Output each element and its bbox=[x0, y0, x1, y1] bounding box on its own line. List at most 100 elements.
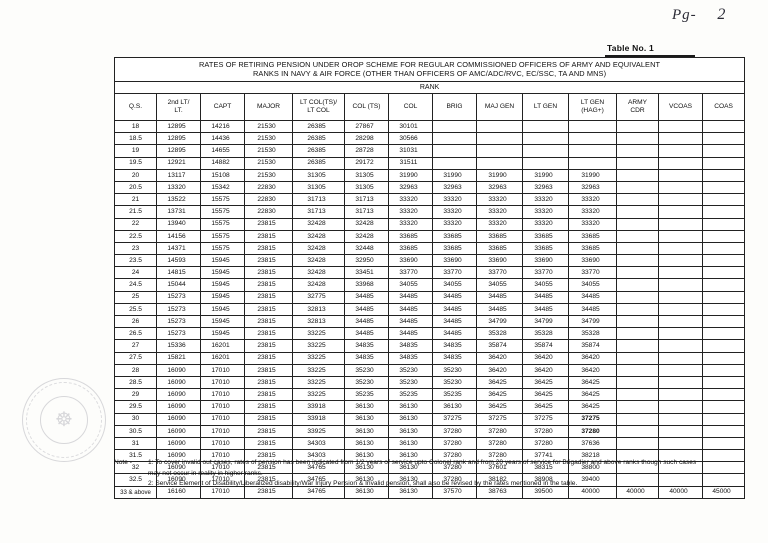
cell-value: 34485 bbox=[344, 327, 389, 341]
cell-empty bbox=[701, 375, 746, 390]
cell-empty bbox=[701, 217, 746, 231]
cell-value: 31990 bbox=[476, 168, 523, 182]
column-header-line-1: COL (TS) bbox=[352, 103, 381, 111]
cell-empty bbox=[616, 375, 659, 390]
cell-value: 13522 bbox=[156, 193, 201, 207]
cell-empty bbox=[616, 351, 659, 365]
cell-value: 32963 bbox=[476, 180, 523, 195]
cell-value: 31713 bbox=[344, 205, 389, 219]
cell-value: 36420 bbox=[568, 363, 617, 377]
cell-value: 35235 bbox=[432, 388, 477, 402]
seal-outer-ring bbox=[26, 382, 102, 458]
cell-value: 16201 bbox=[200, 339, 245, 353]
cell-qs: 21.5 bbox=[114, 205, 157, 219]
cell-empty bbox=[658, 156, 703, 170]
column-header-line-1: Q.S. bbox=[128, 103, 143, 111]
cell-qs: 26.5 bbox=[114, 327, 157, 341]
cell-value: 35230 bbox=[388, 375, 433, 390]
cell-empty bbox=[522, 120, 569, 134]
table-title-line-2: RANKS IN NAVY & AIR FORCE (OTHER THAN OF… bbox=[252, 68, 607, 78]
cell-value: 17010 bbox=[200, 436, 245, 451]
cell-value: 23815 bbox=[244, 315, 293, 329]
cell-empty bbox=[701, 205, 746, 219]
cell-empty bbox=[701, 461, 746, 475]
cell-value: 34303 bbox=[292, 436, 345, 451]
cell-value: 32813 bbox=[292, 315, 345, 329]
table-title-row: RATES OF RETIRING PENSION UNDER OROP SCH… bbox=[113, 56, 746, 83]
cell-value: 37280 bbox=[522, 436, 569, 451]
cell-value: 33685 bbox=[476, 241, 523, 256]
cell-qs: 22 bbox=[114, 217, 157, 231]
cell-empty bbox=[658, 290, 703, 304]
cell-empty bbox=[658, 278, 703, 292]
cell-value: 15575 bbox=[200, 205, 245, 219]
column-header-line-1: 2nd LT/ bbox=[167, 99, 190, 107]
cell-value: 31031 bbox=[388, 144, 433, 158]
cell-value: 31713 bbox=[292, 205, 345, 219]
cell-value: 34055 bbox=[476, 278, 523, 292]
column-header-line-1: COL bbox=[403, 103, 418, 111]
cell-empty bbox=[658, 132, 703, 146]
cell-value: 37280 bbox=[432, 436, 477, 451]
column-header-maj-gen: MAJ GEN bbox=[476, 93, 523, 122]
cell-value: 22830 bbox=[244, 193, 293, 207]
cell-empty bbox=[616, 156, 659, 170]
cell-value: 35328 bbox=[568, 327, 617, 341]
cell-value: 21530 bbox=[244, 156, 293, 170]
cell-value: 33770 bbox=[522, 266, 569, 280]
cell-value: 33320 bbox=[432, 205, 477, 219]
cell-empty bbox=[701, 193, 746, 207]
cell-value: 34835 bbox=[344, 339, 389, 353]
cell-value: 23815 bbox=[244, 485, 293, 499]
cell-empty bbox=[701, 266, 746, 280]
cell-value: 12895 bbox=[156, 132, 201, 146]
cell-value: 15342 bbox=[200, 180, 245, 195]
cell-value: 15945 bbox=[200, 254, 245, 268]
cell-value: 12921 bbox=[156, 156, 201, 170]
cell-value: 34485 bbox=[388, 315, 433, 329]
cell-value: 23815 bbox=[244, 327, 293, 341]
cell-value: 35874 bbox=[476, 339, 523, 353]
cell-value: 33225 bbox=[292, 327, 345, 341]
cell-qs: 30.5 bbox=[114, 424, 157, 438]
cell-value: 16160 bbox=[156, 485, 201, 499]
cell-qs: 27 bbox=[114, 339, 157, 353]
cell-value: 13117 bbox=[156, 168, 201, 182]
cell-qs: 19.5 bbox=[114, 156, 157, 170]
column-header-line-2: (HAG+) bbox=[581, 107, 604, 115]
cell-qs: 25 bbox=[114, 290, 157, 304]
cell-value: 17010 bbox=[200, 424, 245, 438]
note-item-1: 1: To cover invalid out cases, rates of … bbox=[148, 459, 697, 477]
cell-value: 34799 bbox=[568, 315, 617, 329]
cell-value: 16090 bbox=[156, 436, 201, 451]
table-number-underline bbox=[605, 55, 695, 57]
cell-value: 36130 bbox=[388, 400, 433, 414]
cell-value: 37275 bbox=[432, 412, 477, 426]
cell-value: 37275 bbox=[522, 412, 569, 426]
cell-value: 39500 bbox=[522, 485, 569, 499]
cell-value: 30101 bbox=[388, 120, 433, 134]
cell-value: 15575 bbox=[200, 217, 245, 231]
cell-value: 37280 bbox=[568, 424, 617, 438]
table-row: 22 13940 15575 23815 32428 32428 33320 33320 333… bbox=[114, 217, 746, 231]
cell-value: 23815 bbox=[244, 266, 293, 280]
cell-value: 34055 bbox=[388, 278, 433, 292]
cell-value: 34835 bbox=[344, 351, 389, 365]
cell-value: 33320 bbox=[388, 205, 433, 219]
column-header-line-1: COAS bbox=[714, 103, 733, 111]
table-row: 24 14815 15945 23815 32428 33451 33770 33770 337… bbox=[114, 266, 746, 280]
table-row: 28 16090 17010 23815 33225 35230 35230 35230 364… bbox=[114, 363, 746, 377]
cell-value: 33690 bbox=[388, 254, 433, 268]
cell-value: 23815 bbox=[244, 339, 293, 353]
cell-value: 16090 bbox=[156, 388, 201, 402]
cell-value: 23815 bbox=[244, 461, 293, 475]
cell-value: 34835 bbox=[432, 351, 477, 365]
cell-value: 15945 bbox=[200, 327, 245, 341]
cell-value: 35230 bbox=[344, 363, 389, 377]
cell-qs: 20 bbox=[114, 168, 157, 182]
cell-value: 36130 bbox=[388, 412, 433, 426]
cell-value: 23815 bbox=[244, 351, 293, 365]
cell-value: 15575 bbox=[200, 229, 245, 243]
cell-value: 33925 bbox=[292, 424, 345, 438]
cell-value: 23815 bbox=[244, 217, 293, 231]
